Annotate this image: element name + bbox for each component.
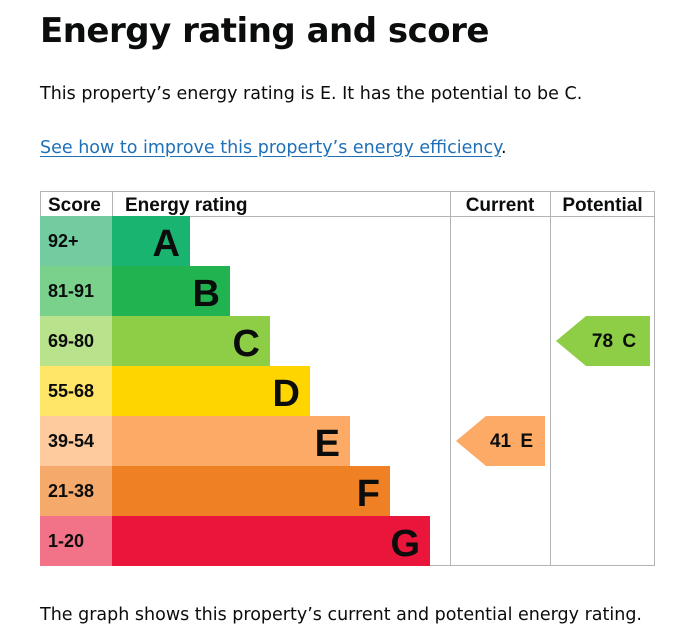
- band-letter-b: B: [193, 273, 220, 315]
- score-range-g: 1-20: [48, 531, 84, 551]
- score-range-b: 81-91: [48, 281, 94, 301]
- potential-rating-arrow: [556, 316, 650, 366]
- band-bar-c: [112, 316, 270, 366]
- score-cell-f: [40, 466, 112, 516]
- band-bar-g: [112, 516, 430, 566]
- band-letter-d: D: [273, 373, 300, 415]
- score-cell-b: [40, 266, 112, 316]
- score-cell-g: [40, 516, 112, 566]
- band-bar-a: [112, 216, 190, 266]
- header-current: Current: [466, 195, 535, 216]
- band-bar-f: [112, 466, 390, 516]
- header-score: Score: [48, 195, 101, 216]
- score-cell-e: [40, 416, 112, 466]
- header-potential: Potential: [562, 195, 642, 216]
- band-letter-e: E: [315, 423, 340, 465]
- score-cell-c: [40, 316, 112, 366]
- improve-link-line: See how to improve this property’s energ…: [40, 136, 507, 160]
- link-suffix: .: [500, 138, 507, 158]
- band-letter-g: G: [390, 523, 420, 565]
- band-bar-e: [112, 416, 350, 466]
- rating-summary: This property’s energy rating is E. It h…: [40, 84, 583, 104]
- band-bar-d: [112, 366, 310, 416]
- score-cell-a: [40, 216, 112, 266]
- score-range-e: 39-54: [48, 431, 94, 451]
- score-cell-d: [40, 366, 112, 416]
- band-bar-b: [112, 266, 230, 316]
- page-title: Energy rating and score: [40, 11, 490, 51]
- potential-rating-label: 78 C: [592, 331, 636, 352]
- current-rating-arrow: [456, 416, 545, 466]
- improve-efficiency-link[interactable]: See how to improve this property’s energ…: [40, 138, 501, 158]
- score-range-a: 92+: [48, 231, 79, 251]
- band-letter-a: A: [153, 223, 180, 265]
- current-rating-label: 41 E: [490, 431, 533, 452]
- score-range-d: 55-68: [48, 381, 94, 401]
- header-energy-rating: Energy rating: [125, 195, 247, 216]
- chart-caption: The graph shows this property’s current …: [40, 605, 642, 625]
- score-range-c: 69-80: [48, 331, 94, 351]
- band-letter-f: F: [357, 473, 380, 515]
- score-range-f: 21-38: [48, 481, 94, 501]
- band-letter-c: C: [233, 323, 260, 365]
